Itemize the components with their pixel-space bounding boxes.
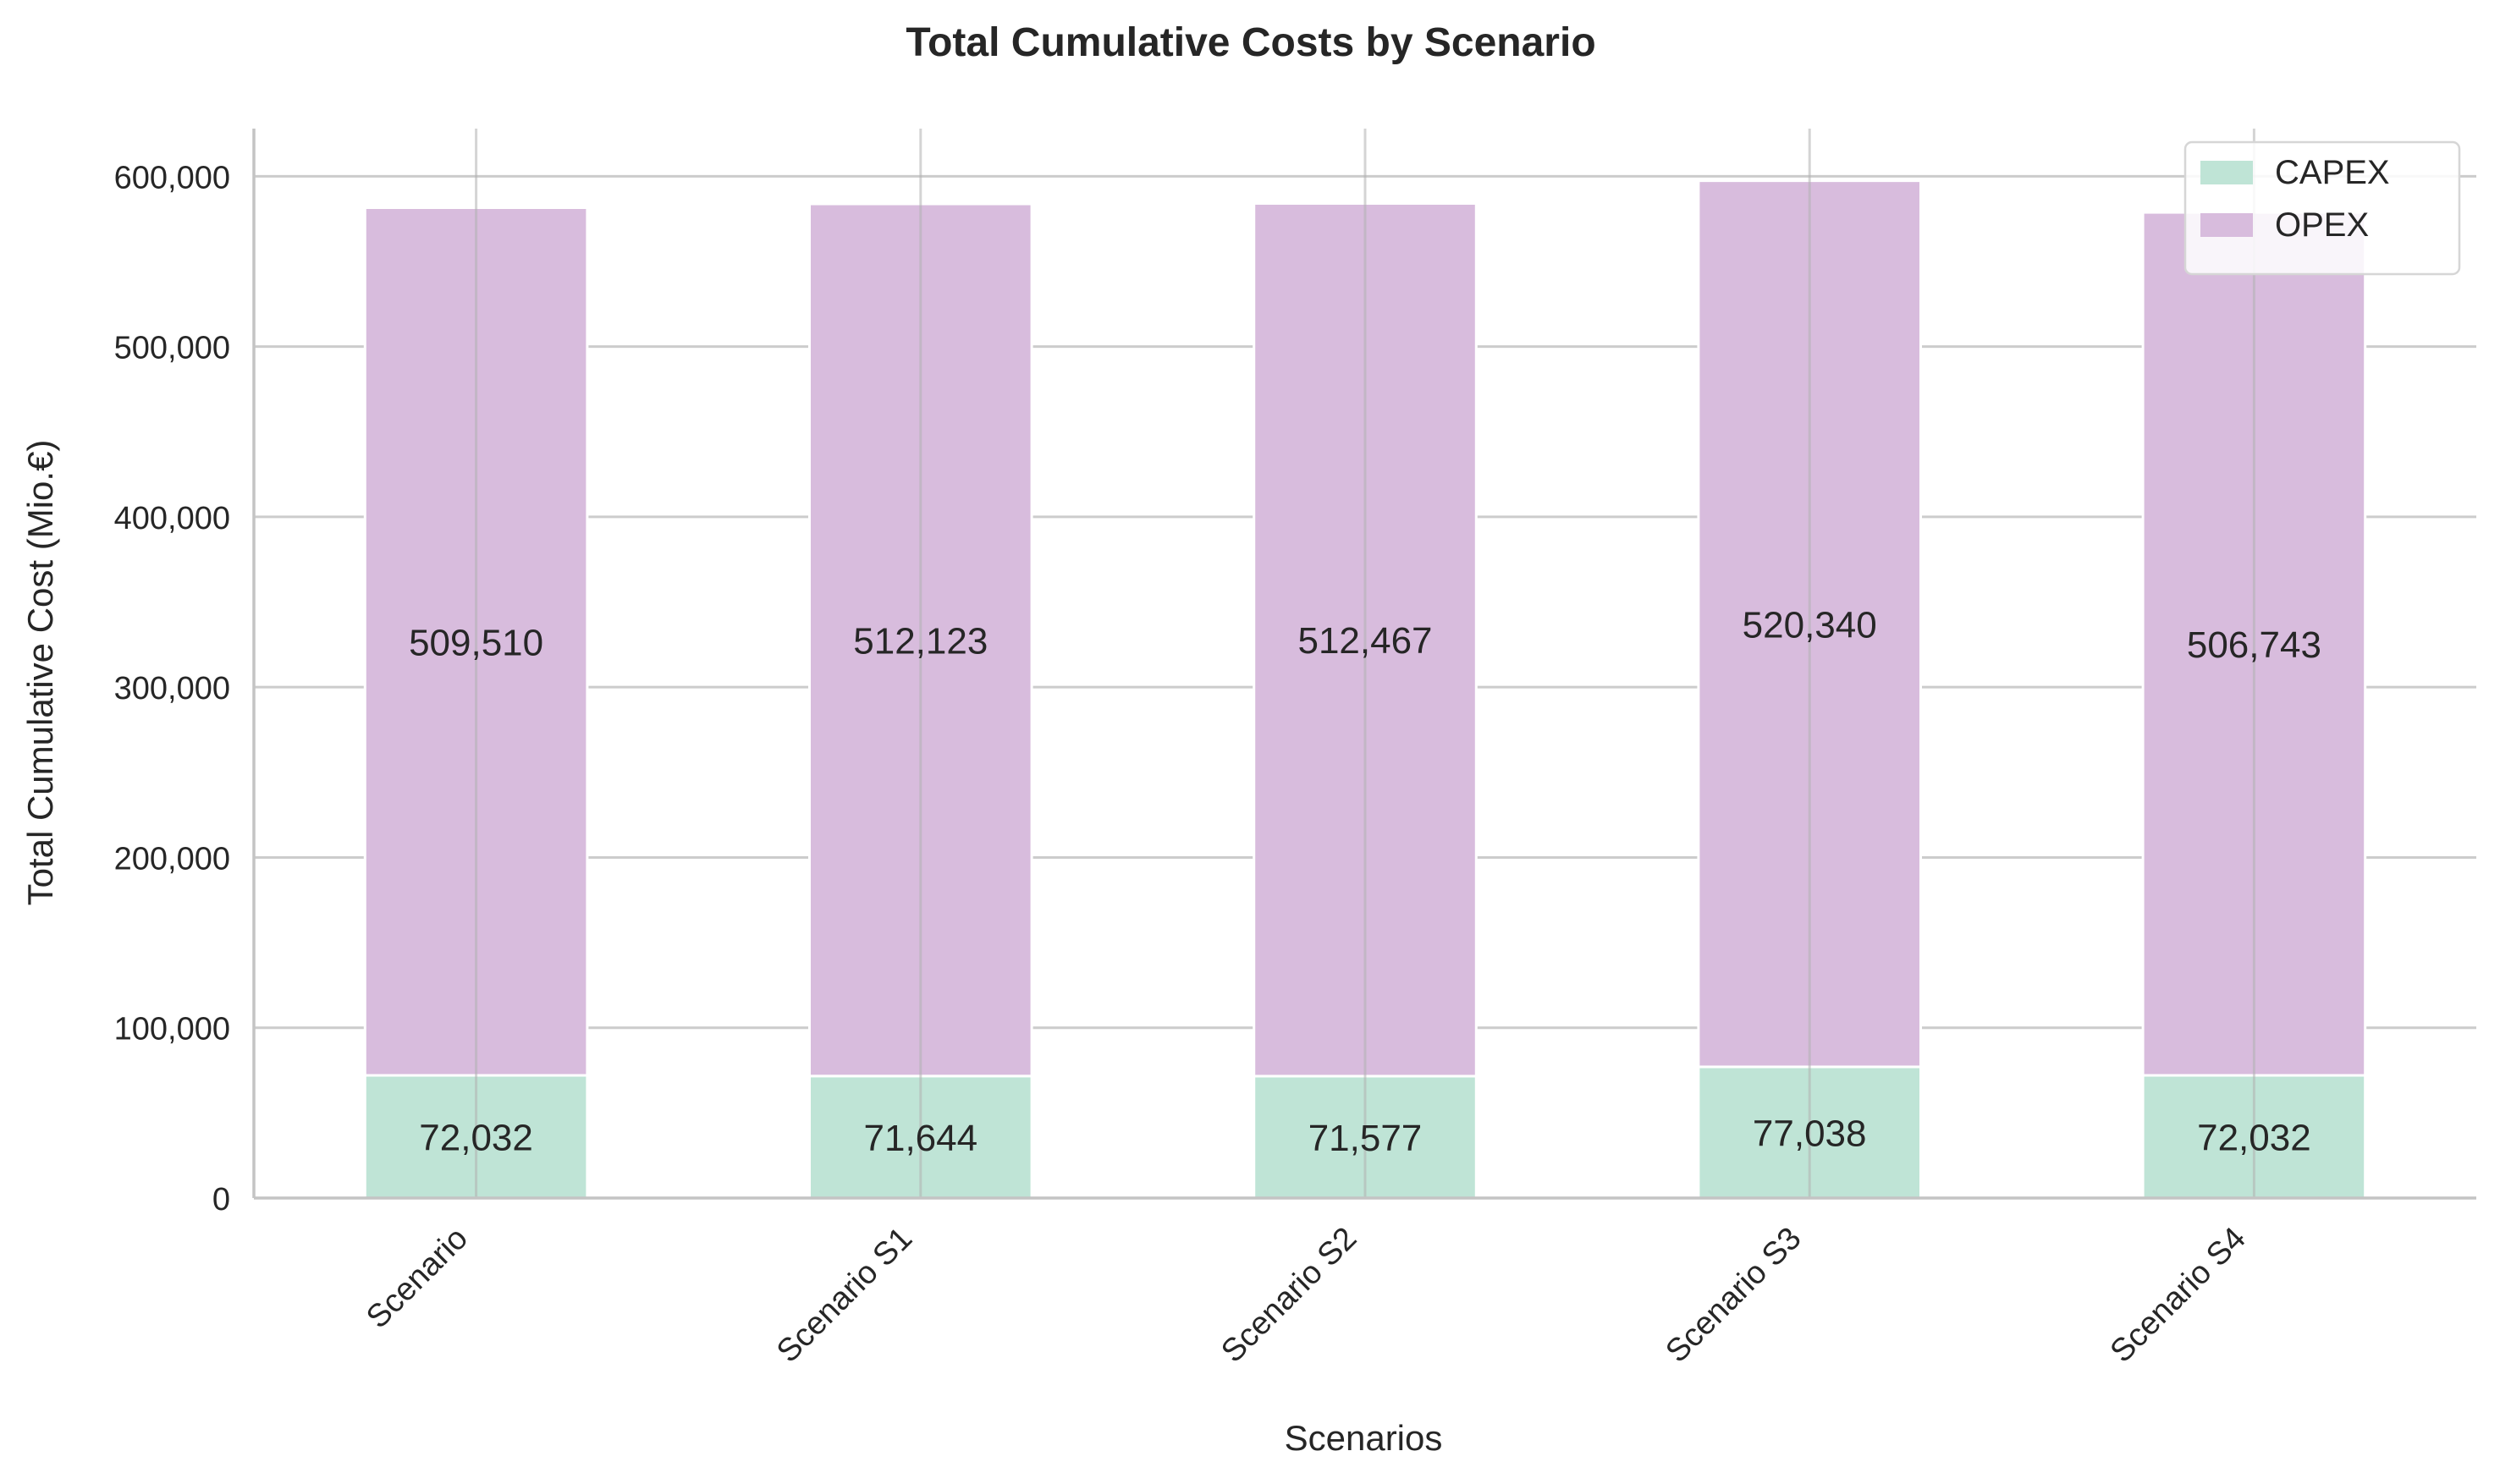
x-tick-label: Scenario S4 — [2104, 1221, 2253, 1370]
y-tick-label: 500,000 — [114, 331, 230, 366]
chart-title: Total Cumulative Costs by Scenario — [906, 20, 1595, 65]
x-tick-label: Scenario — [360, 1221, 475, 1336]
data-label-opex: 512,123 — [853, 620, 988, 662]
x-axis-label: Scenarios — [1285, 1418, 1443, 1458]
legend-swatch-capex — [2200, 161, 2253, 184]
data-labels: 72,032 71,644 71,577 77,038 72,032 509,510 512… — [409, 604, 2321, 1159]
y-tick-label: 300,000 — [114, 671, 230, 706]
y-tick-label: 400,000 — [114, 501, 230, 536]
y-tick-label: 100,000 — [114, 1012, 230, 1047]
data-label-capex: 72,032 — [2197, 1118, 2311, 1159]
x-tick-label: Scenario S1 — [770, 1221, 919, 1370]
x-tick-label: Scenario S3 — [1659, 1221, 1808, 1370]
data-label-capex: 72,032 — [419, 1118, 533, 1159]
x-tick-labels: Scenario Scenario S1 Scenario S2 Scenario S… — [360, 1221, 2253, 1370]
legend-swatch-opex — [2200, 213, 2253, 237]
y-tick-label: 200,000 — [114, 841, 230, 877]
data-label-opex: 506,743 — [2187, 624, 2321, 666]
data-label-opex: 512,467 — [1297, 620, 1432, 662]
y-tick-label: 600,000 — [114, 160, 230, 195]
x-tick-label: Scenario S2 — [1214, 1221, 1363, 1370]
data-label-opex: 520,340 — [1743, 604, 1877, 646]
data-label-capex: 71,644 — [864, 1118, 978, 1159]
y-axis-label: Total Cumulative Cost (Mio.€) — [20, 440, 60, 906]
legend-box — [2183, 140, 2461, 276]
vertical-gridlines — [475, 129, 2255, 1198]
y-tick-label: 0 — [212, 1182, 230, 1217]
data-label-capex: 77,038 — [1753, 1113, 1867, 1154]
legend-label-capex: CAPEX — [2275, 154, 2390, 191]
data-label-capex: 71,577 — [1308, 1118, 1423, 1159]
data-label-opex: 509,510 — [409, 622, 543, 663]
legend: CAPEX OPEX — [2183, 140, 2461, 276]
legend-label-opex: OPEX — [2275, 206, 2369, 244]
axis-spines — [252, 129, 2476, 1200]
y-tick-labels: 0 100,000 200,000 300,000 400,000 500,000 600,… — [114, 160, 230, 1217]
